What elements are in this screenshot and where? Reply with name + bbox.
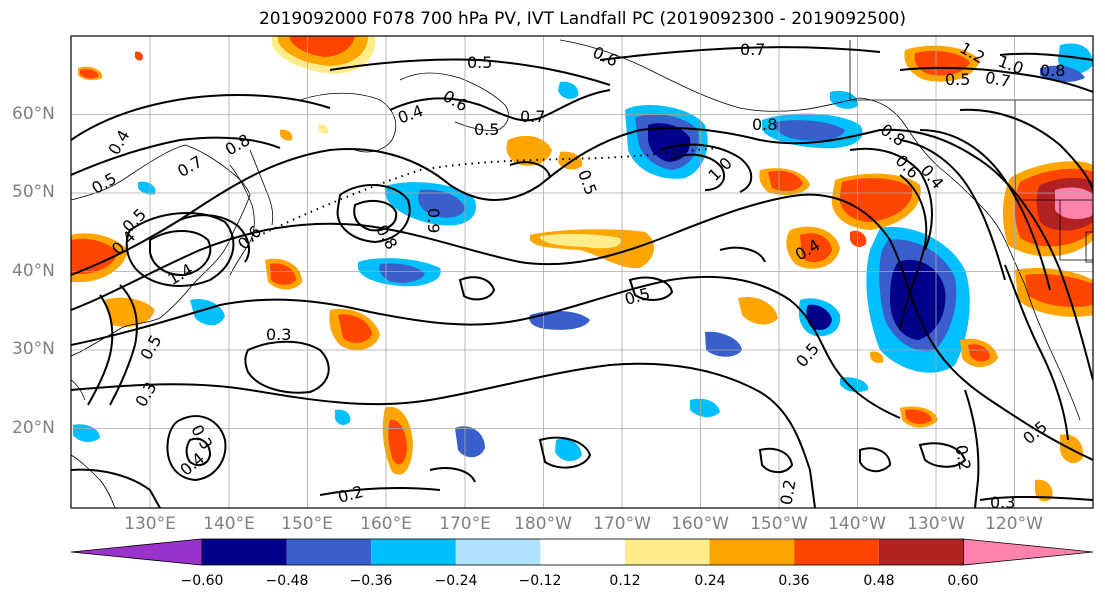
lat-label: 30°N xyxy=(12,339,55,359)
map-frame xyxy=(70,35,1094,509)
colorbar-tick-label: −0.12 xyxy=(518,573,562,589)
lon-label: 150°W xyxy=(750,514,808,534)
lon-label: 150°E xyxy=(281,514,333,534)
colorbar-tick-label: 0.12 xyxy=(609,573,641,589)
colorbar-tick-label: 0.36 xyxy=(778,573,810,589)
lat-label: 50°N xyxy=(12,182,55,202)
colorbar-segment xyxy=(286,539,372,565)
contour-label: 0.3 xyxy=(990,493,1015,512)
lon-label: 140°E xyxy=(203,514,255,534)
colorbar xyxy=(70,538,1094,566)
colorbar-segment xyxy=(540,539,625,565)
lon-label: 130°E xyxy=(124,514,176,534)
lat-label: 20°N xyxy=(12,418,55,438)
colorbar-segment xyxy=(202,539,287,565)
colorbar-tick-label: −0.48 xyxy=(265,573,309,589)
lon-label: 180°W xyxy=(514,514,572,534)
contour-label: 0.2 xyxy=(776,478,799,506)
colorbar-segment xyxy=(371,539,456,565)
contour-label: 0.8 xyxy=(1040,61,1065,80)
contour-label: 0.9 xyxy=(424,208,443,233)
dotted-track-line xyxy=(239,147,721,246)
negative-anomaly-fill xyxy=(73,43,1093,462)
colorbar-segment xyxy=(455,539,541,565)
colorbar-segment xyxy=(625,539,710,565)
contour-label: 0.5 xyxy=(467,53,492,72)
contour-label: 0.7 xyxy=(740,40,765,59)
colorbar-segment xyxy=(963,538,1094,566)
contour-label: 0.8 xyxy=(752,115,777,134)
graticule xyxy=(71,36,1093,508)
colorbar-tick-label: −0.36 xyxy=(349,573,393,589)
lon-label: 170°E xyxy=(439,514,491,534)
lon-label: 160°E xyxy=(360,514,412,534)
contour-label: 0.5 xyxy=(474,120,499,139)
lon-label: 140°W xyxy=(828,514,886,534)
coastlines xyxy=(71,39,1093,508)
colorbar-tick-label: 0.24 xyxy=(694,573,726,589)
lat-label: 40°N xyxy=(12,261,55,281)
colorbar-segment xyxy=(878,539,964,565)
colorbar-tick-label: −0.60 xyxy=(180,573,224,589)
contour-label: 0.2 xyxy=(951,443,974,471)
contour-label: 0.3 xyxy=(266,325,291,344)
map-title: 2019092000 F078 700 hPa PV, IVT Landfall… xyxy=(258,9,906,29)
contour-label: 0.7 xyxy=(984,68,1012,91)
contour-label: 0.5 xyxy=(945,70,970,89)
lon-label: 130°W xyxy=(907,514,965,534)
colorbar-segment xyxy=(70,538,203,566)
colorbar-tick-label: 0.60 xyxy=(947,573,979,589)
colorbar-tick-label: −0.24 xyxy=(434,573,478,589)
lon-label: 120°W xyxy=(985,514,1043,534)
contour-label: 0.7 xyxy=(520,107,545,126)
pv-contours xyxy=(71,46,1093,508)
colorbar-segment xyxy=(794,539,879,565)
lat-label: 60°N xyxy=(12,104,55,124)
lon-label: 160°W xyxy=(671,514,729,534)
colorbar-segment xyxy=(709,539,795,565)
colorbar-tick-label: 0.48 xyxy=(863,573,895,589)
positive-anomaly-fill xyxy=(71,36,1093,502)
lon-label: 170°W xyxy=(593,514,651,534)
